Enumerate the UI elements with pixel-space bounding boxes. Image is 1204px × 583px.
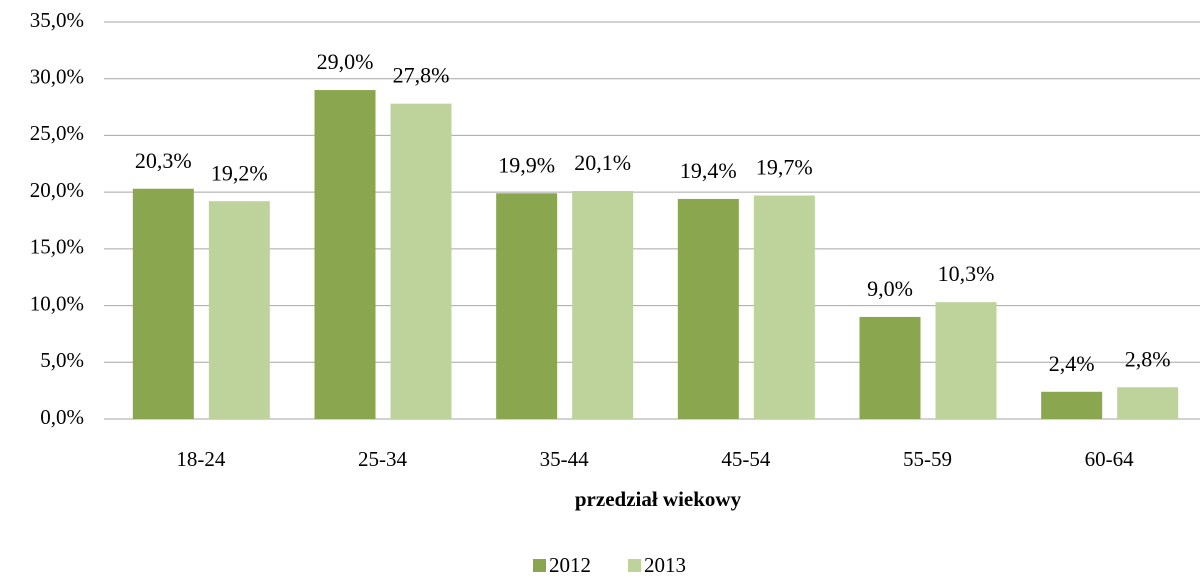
bar — [208, 201, 270, 419]
y-tick-label: 5,0% — [40, 348, 84, 372]
y-tick-label: 0,0% — [40, 405, 84, 429]
bar — [1117, 387, 1179, 419]
data-label: 9,0% — [867, 276, 913, 301]
data-label: 20,3% — [135, 148, 192, 173]
y-tick-label: 20,0% — [30, 178, 84, 202]
legend-swatch — [533, 559, 546, 572]
bar — [132, 188, 194, 419]
legend-label: 2013 — [644, 553, 686, 577]
data-label: 27,8% — [393, 63, 450, 88]
data-label: 2,4% — [1049, 351, 1095, 376]
data-label: 2,8% — [1125, 346, 1171, 371]
bar — [1041, 391, 1103, 419]
data-label: 19,4% — [680, 158, 737, 183]
legend-label: 2012 — [549, 553, 591, 577]
bar — [496, 193, 558, 419]
bar — [314, 90, 376, 420]
bar — [572, 191, 634, 419]
bar — [677, 198, 739, 419]
y-tick-label: 15,0% — [30, 235, 84, 259]
legend-swatch — [628, 559, 641, 572]
y-tick-label: 25,0% — [30, 121, 84, 145]
data-label: 29,0% — [317, 49, 374, 74]
bar — [390, 103, 452, 419]
data-label: 20,1% — [574, 150, 631, 175]
data-label: 19,9% — [498, 152, 555, 177]
y-tick-label: 35,0% — [30, 8, 84, 32]
bar — [935, 302, 997, 419]
x-axis-title: przedział wiekowy — [575, 487, 742, 511]
x-tick-label: 25-34 — [358, 447, 407, 471]
data-label: 19,2% — [211, 160, 268, 185]
x-tick-label: 35-44 — [540, 447, 589, 471]
x-tick-label: 45-54 — [721, 447, 770, 471]
x-tick-label: 55-59 — [903, 447, 952, 471]
bar — [859, 316, 921, 419]
y-tick-label: 30,0% — [30, 65, 84, 89]
data-label: 19,7% — [756, 155, 813, 180]
x-tick-label: 18-24 — [176, 447, 225, 471]
bar — [753, 195, 815, 419]
data-label: 10,3% — [938, 261, 995, 286]
y-tick-label: 10,0% — [30, 291, 84, 315]
x-tick-label: 60-64 — [1085, 447, 1134, 471]
